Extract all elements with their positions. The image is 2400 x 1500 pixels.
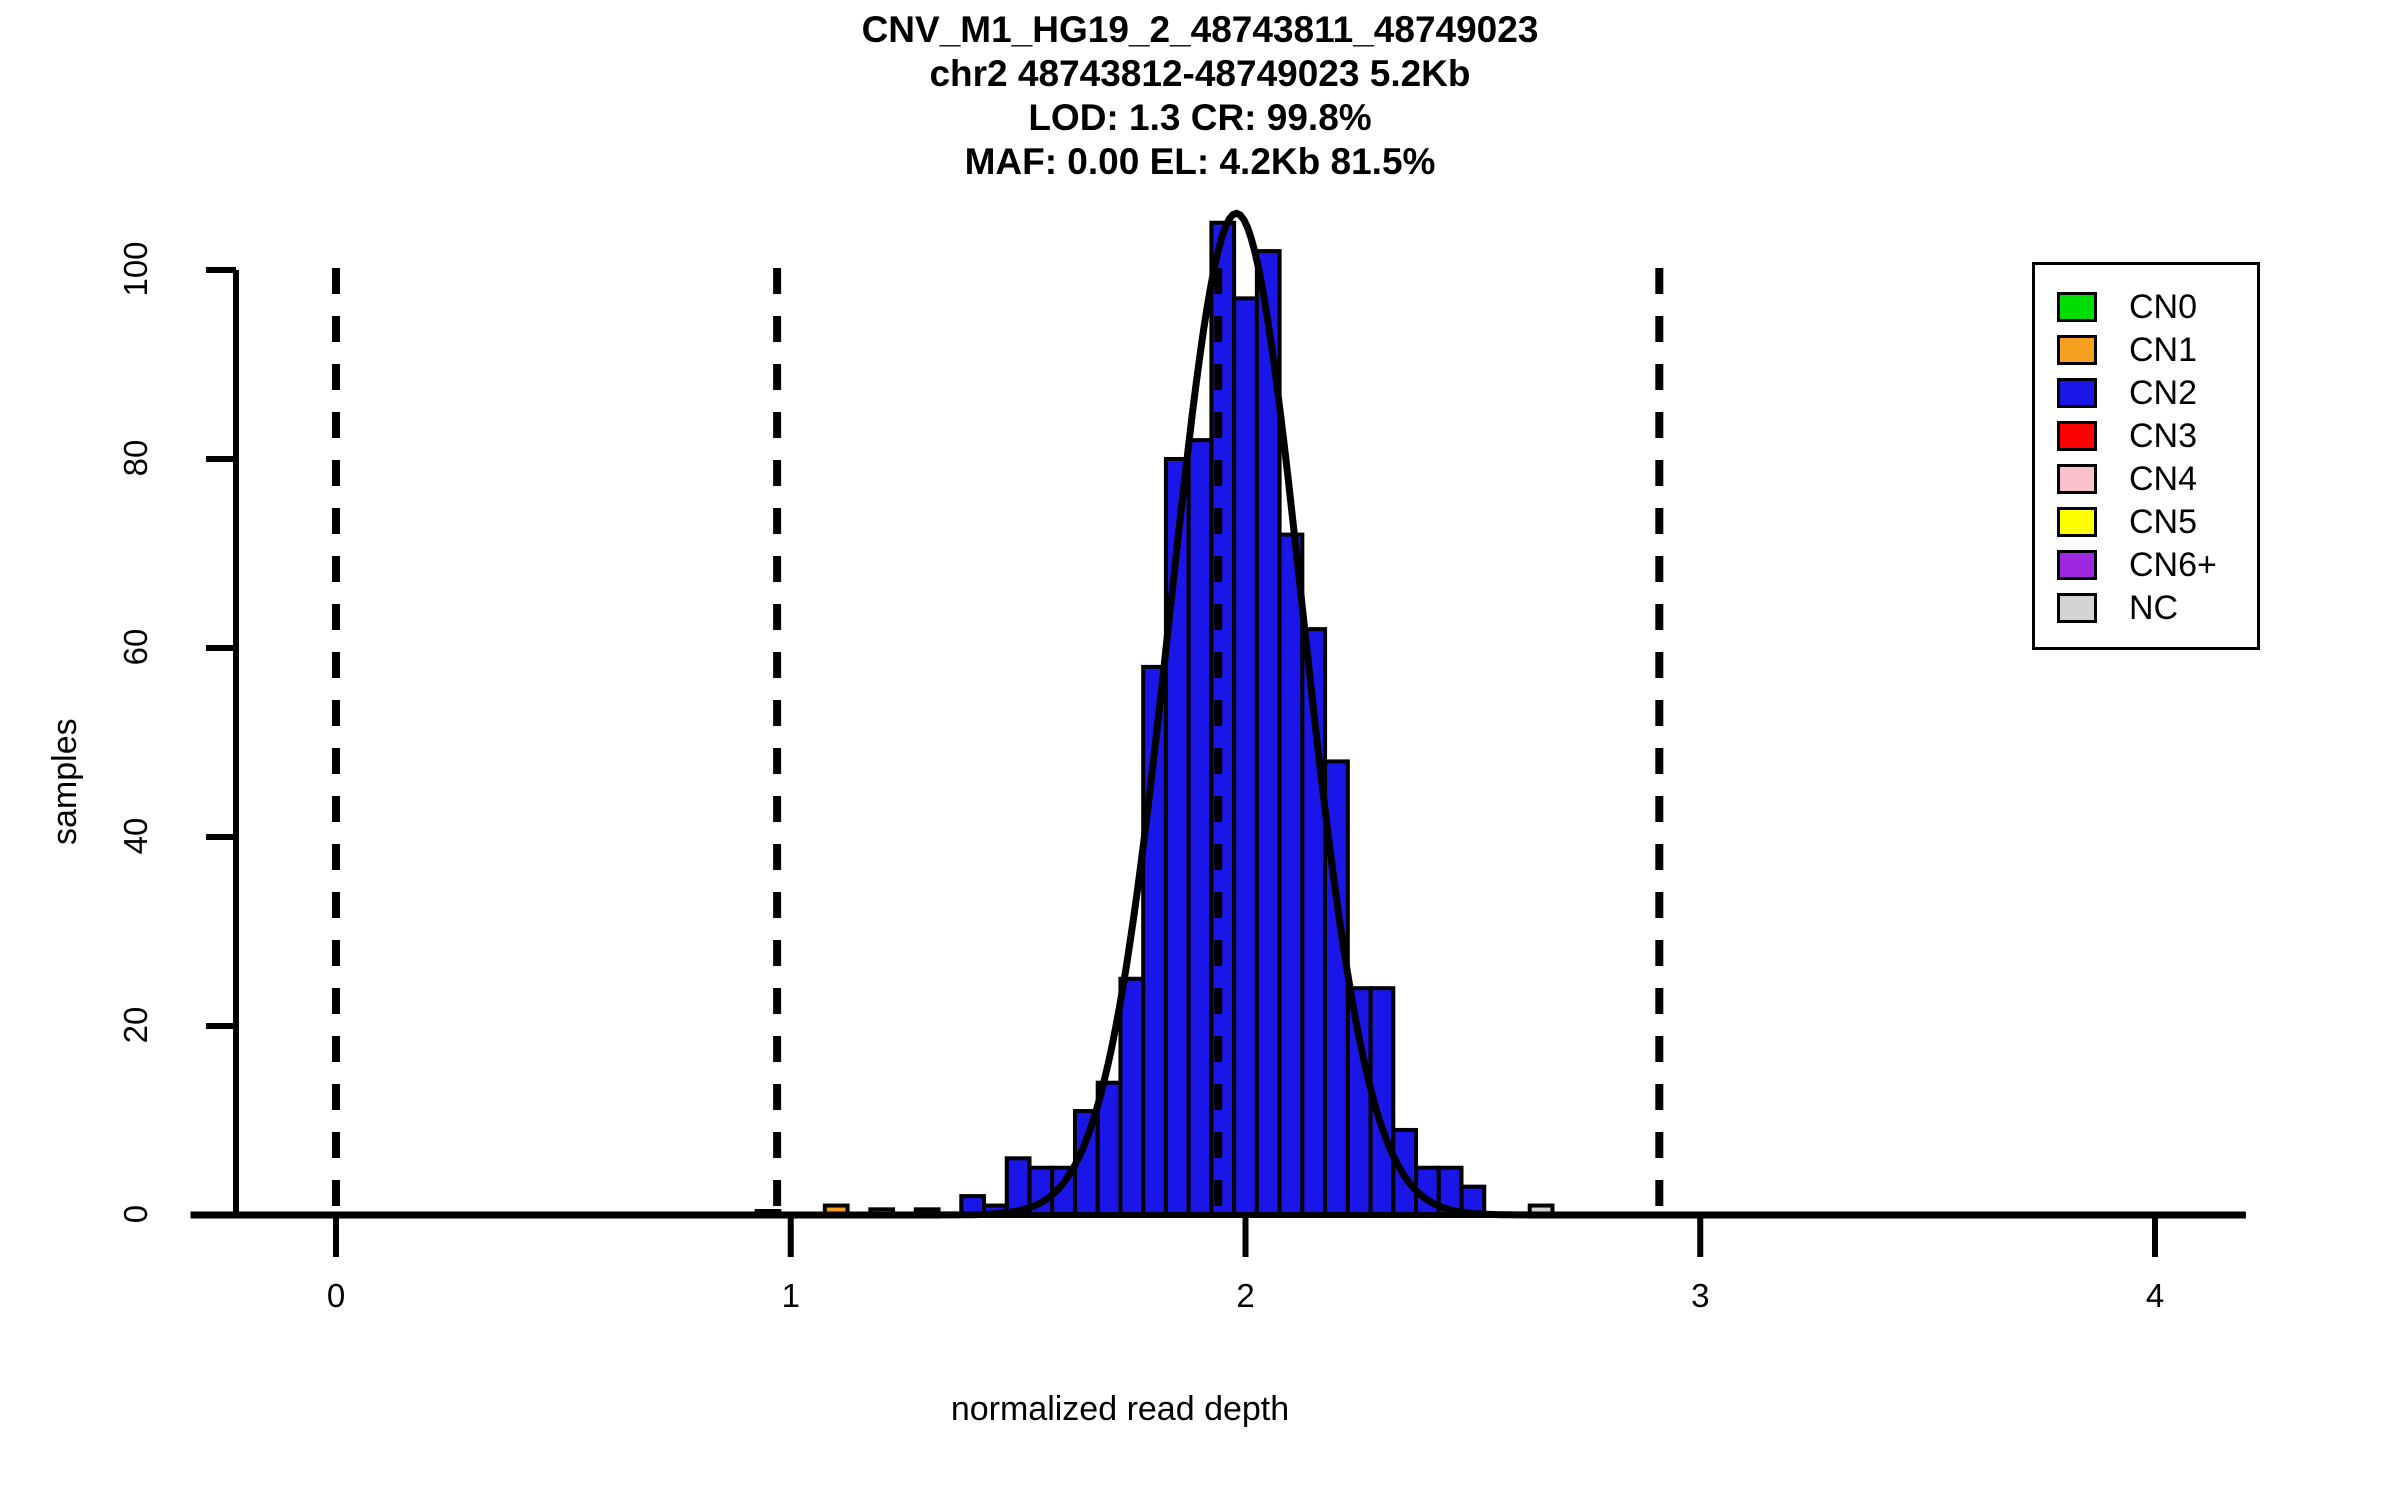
y-tick-label: 60 bbox=[117, 628, 154, 666]
legend-item-label: CN1 bbox=[2129, 331, 2198, 369]
legend-item[interactable]: CN3 bbox=[2057, 416, 2197, 456]
legend-item[interactable]: CN0 bbox=[2057, 287, 2197, 327]
legend-item[interactable]: NC bbox=[2057, 588, 2178, 628]
x-tick-label: 0 bbox=[326, 1277, 346, 1314]
histogram-bar bbox=[1277, 532, 1305, 1217]
x-tick-label: 4 bbox=[2145, 1277, 2165, 1314]
legend-item[interactable]: CN5 bbox=[2057, 502, 2197, 542]
chart-title-block: CNV_M1_HG19_2_48743811_48749023 chr2 487… bbox=[0, 8, 2400, 184]
title-line-1: CNV_M1_HG19_2_48743811_48749023 bbox=[861, 9, 1539, 50]
histogram-bar bbox=[1118, 976, 1146, 1217]
legend: CN0 CN1 CN2 CN3 CN4 CN5 CN6+ NC bbox=[2032, 262, 2260, 650]
histogram-bars bbox=[754, 220, 1555, 1218]
legend-item-label: NC bbox=[2129, 589, 2179, 627]
legend-item-label: CN0 bbox=[2129, 288, 2198, 326]
legend-item[interactable]: CN4 bbox=[2057, 459, 2197, 499]
legend-item[interactable]: CN1 bbox=[2057, 330, 2197, 370]
y-tick-label: 0 bbox=[117, 1204, 154, 1224]
y-tick-label: 100 bbox=[117, 241, 154, 297]
histogram-bar bbox=[1232, 296, 1259, 1218]
legend-swatch-icon bbox=[2057, 421, 2097, 451]
histogram-bar bbox=[1186, 438, 1214, 1218]
dashed-reference-lines bbox=[332, 268, 1664, 1215]
legend-swatch-icon bbox=[2057, 378, 2097, 408]
x-tick-label: 3 bbox=[1691, 1277, 1710, 1314]
legend-item-label: CN6+ bbox=[2129, 546, 2217, 584]
y-tick-label: 80 bbox=[117, 439, 154, 477]
y-tick-label: 40 bbox=[117, 817, 154, 855]
x-tick-label: 1 bbox=[781, 1277, 800, 1314]
axis-lines bbox=[206, 267, 2230, 1257]
y-tick-label: 20 bbox=[117, 1006, 154, 1044]
y-axis-label: samples bbox=[46, 718, 84, 845]
title-line-2: chr2 48743812-48749023 5.2Kb bbox=[929, 53, 1471, 94]
legend-item-label: CN2 bbox=[2129, 374, 2198, 412]
legend-swatch-icon bbox=[2057, 507, 2097, 537]
legend-swatch-icon bbox=[2057, 593, 2097, 623]
legend-swatch-icon bbox=[2057, 464, 2097, 494]
legend-item-label: CN5 bbox=[2129, 503, 2198, 541]
legend-swatch-icon bbox=[2057, 292, 2097, 322]
legend-item[interactable]: CN2 bbox=[2057, 373, 2197, 413]
x-axis-label: normalized read depth bbox=[950, 1390, 1290, 1428]
x-tick-label: 2 bbox=[1236, 1277, 1255, 1314]
title-line-4: MAF: 0.00 EL: 4.2Kb 81.5% bbox=[964, 141, 1436, 182]
title-line-3: LOD: 1.3 CR: 99.8% bbox=[1028, 97, 1372, 138]
legend-item-label: CN4 bbox=[2129, 460, 2198, 498]
legend-item-label: CN3 bbox=[2129, 417, 2198, 455]
legend-item[interactable]: CN6+ bbox=[2057, 545, 2217, 585]
legend-swatch-icon bbox=[2057, 335, 2097, 365]
legend-swatch-icon bbox=[2057, 550, 2097, 580]
